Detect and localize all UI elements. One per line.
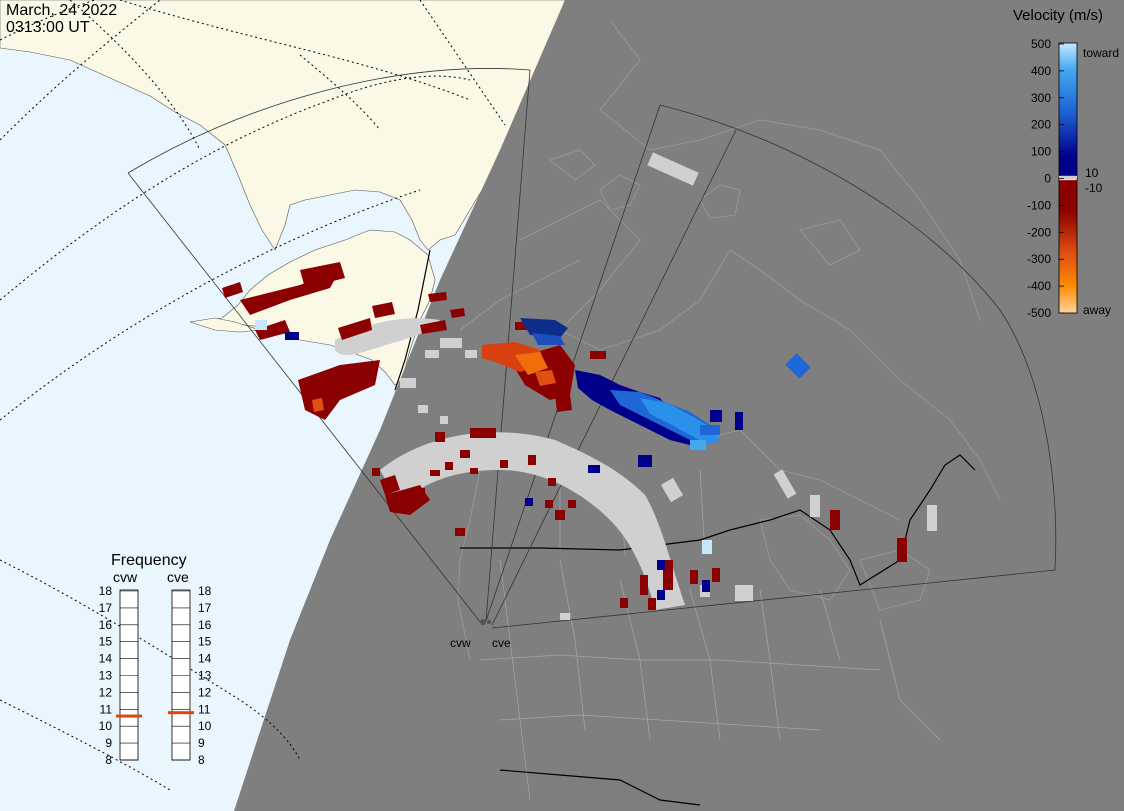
frequency-tick-label-right: 10 (198, 719, 212, 733)
frequency-marker-cvw (116, 714, 142, 718)
frequency-tick-label-right: 8 (198, 753, 205, 767)
radar-label-cvw: cvw (450, 636, 471, 650)
lat-lon-grid (0, 0, 506, 791)
velocity-tick-label: 0 (1044, 172, 1051, 186)
velocity-tick-label: -300 (1027, 252, 1051, 266)
frequency-tick-label-left: 18 (99, 584, 113, 598)
frequency-tick-label-left: 10 (99, 719, 113, 733)
night-coastlines (457, 19, 1001, 661)
velocity-away-cells (222, 262, 907, 610)
radar-site-cve (487, 620, 491, 624)
velocity-tick-label: 500 (1031, 37, 1051, 51)
date-label: March, 24 2022 (6, 2, 117, 19)
frequency-tick-label-left: 13 (99, 669, 113, 683)
velocity-tick-label: 100 (1031, 145, 1051, 159)
velocity-title: Velocity (m/s) (1013, 7, 1103, 24)
frequency-tick-label-right: 9 (198, 736, 205, 750)
frequency-tick-label-left: 8 (105, 753, 112, 767)
velocity-toward-cells (255, 318, 811, 600)
frequency-marker-cve (168, 711, 194, 715)
frequency-box-cve (171, 589, 191, 761)
radar-site-markers: cvw cve (450, 619, 511, 650)
frequency-title: Frequency (111, 552, 187, 569)
velocity-away-strong-cells (312, 342, 556, 412)
velocity-tick-label: -400 (1027, 279, 1051, 293)
frequency-tick-label-right: 18 (198, 584, 212, 598)
velocity-tick-label: -200 (1027, 225, 1051, 239)
velocity-tick-label: -500 (1027, 306, 1051, 320)
frequency-tick-label-left: 17 (99, 601, 113, 615)
night-region (234, 0, 1124, 811)
frequency-tick-label-right: 13 (198, 669, 212, 683)
frequency-tick-label-right: 14 (198, 652, 212, 666)
frequency-tick-label-left: 16 (99, 618, 113, 632)
velocity-tick-label: 200 (1031, 118, 1051, 132)
radar-label-cve: cve (492, 636, 511, 650)
frequency-tick-label-left: 14 (99, 652, 113, 666)
velocity-pos-small-label: 10 (1085, 166, 1099, 180)
velocity-away-label: away (1083, 303, 1111, 317)
frequency-tick-label-left: 15 (99, 635, 113, 649)
frequency-panel: Frequency cvw cve 18 18 17 17 16 16 15 15 14 14 13… (99, 552, 212, 767)
radar-site-cvw (480, 619, 486, 625)
velocity-colorbar: Velocity (m/s) 500 400 300 200 100 0 -100 -200 -… (1013, 7, 1119, 320)
frequency-box-cvw (119, 589, 139, 761)
velocity-neg-small-label: -10 (1085, 181, 1103, 195)
velocity-tick-label: 400 (1031, 64, 1051, 78)
velocity-toward-label: toward (1083, 46, 1119, 60)
frequency-tick-label-right: 17 (198, 601, 212, 615)
frequency-radar-cve: cve (167, 569, 189, 585)
frequency-tick-label-right: 11 (198, 702, 211, 716)
admin-borders (479, 469, 941, 801)
frequency-tick-label-left: 9 (105, 736, 112, 750)
frequency-tick-label-left: 12 (99, 685, 113, 699)
velocity-tick-label: 300 (1031, 91, 1051, 105)
frequency-radar-cvw: cvw (113, 569, 138, 585)
frequency-tick-label-left: 11 (100, 702, 113, 716)
frequency-tick-label-right: 12 (198, 685, 212, 699)
alaska-land (0, 0, 566, 251)
velocity-tick-label: -100 (1027, 198, 1051, 212)
velocity-zero-band (1059, 176, 1077, 179)
frequency-tick-label-right: 16 (198, 618, 212, 632)
frequency-tick-label-right: 15 (198, 635, 212, 649)
time-label: 0313:00 UT (6, 19, 90, 36)
